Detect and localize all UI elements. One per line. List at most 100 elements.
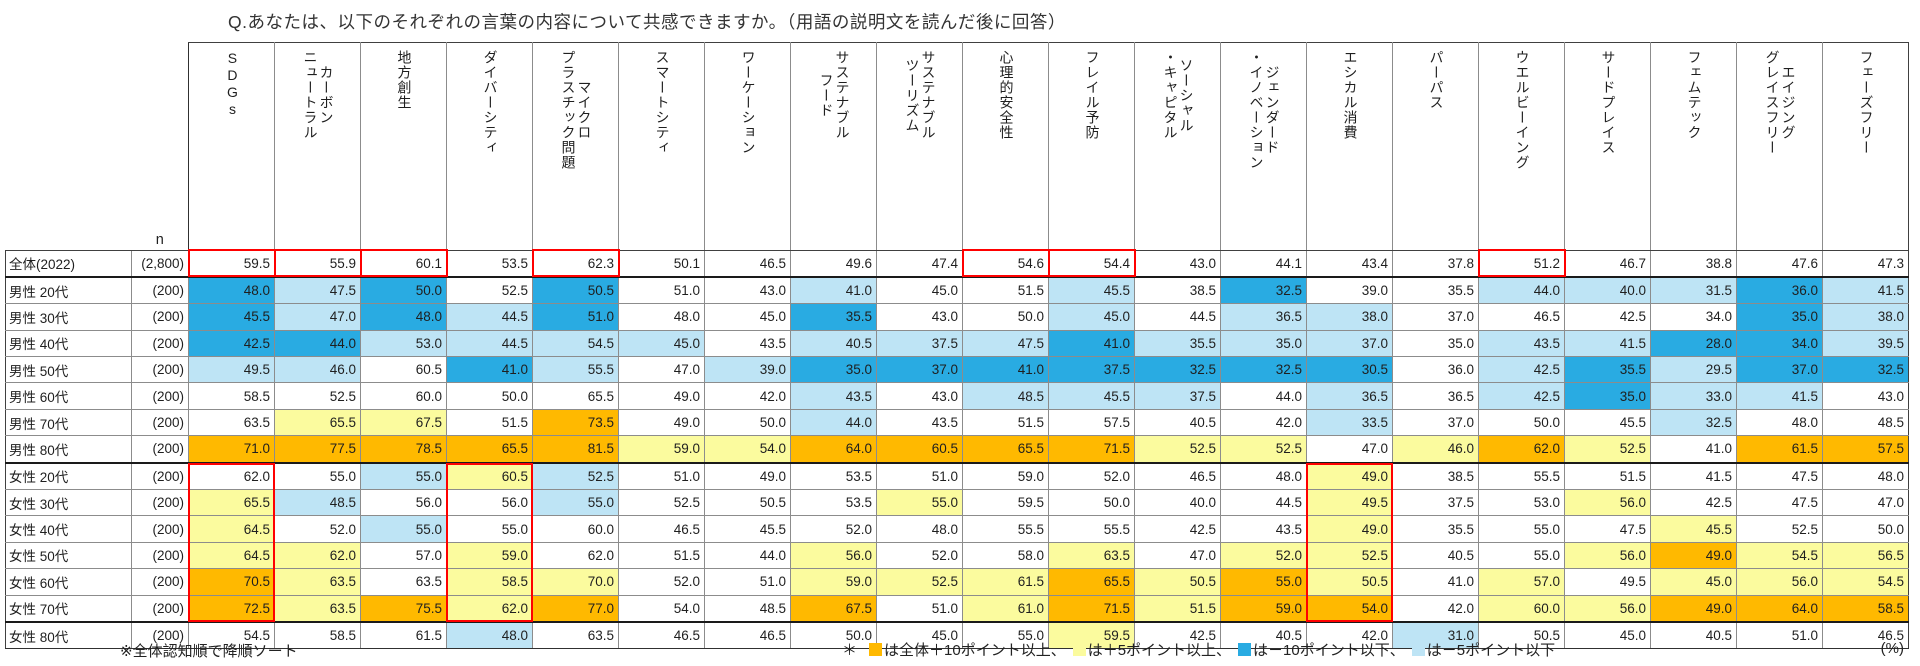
column-header-label: マイクロ プラスチック問題 — [560, 50, 593, 170]
value-cell: 56.0 — [1564, 489, 1651, 517]
value-cell: 61.0 — [962, 594, 1049, 623]
value-cell: 43.0 — [704, 276, 791, 305]
value-cell: 51.0 — [704, 568, 791, 596]
value-cell: 60.5 — [360, 356, 447, 384]
value-cell: 59.5 — [1048, 621, 1135, 650]
value-cell: 55.0 — [360, 462, 447, 491]
value-cell: 38.8 — [1650, 249, 1737, 278]
value-cell: 48.0 — [1822, 462, 1909, 491]
value-cell: 34.0 — [1736, 329, 1823, 358]
value-cell: 60.5 — [446, 462, 533, 491]
value-cell: 42.5 — [1134, 515, 1221, 543]
value-cell: 38.0 — [1822, 303, 1909, 331]
value-cell: 54.5 — [1736, 541, 1823, 570]
value-cell: 46.5 — [704, 249, 791, 278]
value-cell: 42.5 — [1650, 489, 1737, 517]
red-highlight-box — [188, 541, 275, 570]
table-row: 男性 50代 (200) 49.5 46.0 60.5 41.0 55.5 47.0 39.0 3… — [5, 356, 1909, 384]
value-cell: 65.5 — [188, 489, 275, 517]
value-cell: 51.0 — [618, 276, 705, 305]
column-header-label: ワーケーション — [740, 50, 757, 155]
value-cell: 71.0 — [188, 435, 275, 464]
column-header-label: ソーシャル ・キャピタル — [1162, 50, 1195, 140]
value-cell: 47.5 — [1736, 462, 1823, 491]
red-highlight-box — [188, 515, 275, 543]
value-cell: 41.5 — [1736, 382, 1823, 410]
column-header-label: フェーズフリー — [1858, 50, 1875, 155]
value-cell: 40.5 — [1650, 621, 1737, 650]
table-row: 女性 20代 (200) 62.0 55.0 55.0 60.5 52.5 51.0 49.0 5… — [5, 462, 1909, 491]
column-header: ソーシャル ・キャピタル — [1134, 42, 1221, 251]
value-cell: 56.0 — [360, 489, 447, 517]
value-cell: 35.0 — [1392, 329, 1479, 358]
value-cell: 52.5 — [1306, 541, 1393, 570]
row-label: 女性 80代 — [5, 621, 132, 650]
value-cell: 37.5 — [1048, 356, 1135, 384]
value-cell: 62.0 — [1478, 435, 1565, 464]
value-cell: 44.0 — [704, 541, 791, 570]
value-cell: 41.5 — [1822, 276, 1909, 305]
value-cell: 59.0 — [962, 462, 1049, 491]
row-sample-size: (200) — [131, 594, 189, 623]
value-cell: 35.0 — [1564, 382, 1651, 410]
row-label: 男性 50代 — [5, 356, 132, 384]
value-cell: 56.5 — [1822, 541, 1909, 570]
value-cell: 40.5 — [1220, 621, 1307, 650]
value-cell: 35.5 — [790, 303, 877, 331]
red-highlight-box — [188, 568, 275, 596]
value-cell: 42.5 — [1564, 303, 1651, 331]
table-row: 女性 40代 (200) 64.5 52.0 55.0 55.0 60.0 46.5 45.5 5… — [5, 515, 1909, 543]
row-label: 女性 50代 — [5, 541, 132, 570]
value-cell: 58.5 — [1822, 594, 1909, 623]
red-highlight-box — [446, 568, 533, 596]
value-cell: 70.5 — [188, 568, 275, 596]
red-highlight-box — [1047, 249, 1136, 278]
value-cell: 49.0 — [1306, 515, 1393, 543]
column-header: 心理的安全性 — [962, 42, 1049, 251]
value-cell: 51.5 — [962, 276, 1049, 305]
red-highlight-box — [1306, 568, 1393, 596]
value-cell: 77.0 — [532, 594, 619, 623]
value-cell: 52.0 — [790, 515, 877, 543]
red-highlight-box — [1306, 489, 1393, 517]
value-cell: 37.0 — [1392, 303, 1479, 331]
value-cell: 59.5 — [187, 249, 276, 278]
value-cell: 61.5 — [1736, 435, 1823, 464]
value-cell: 44.5 — [1134, 303, 1221, 331]
value-cell: 30.5 — [1306, 356, 1393, 384]
table-row: 女性 70代 (200) 72.5 63.5 75.5 62.0 77.0 54.0 48.5 6… — [5, 594, 1909, 623]
sort-note: ※全体認知順で降順ソート — [120, 643, 298, 660]
value-cell: 40.0 — [1564, 276, 1651, 305]
value-cell: 75.5 — [360, 594, 447, 623]
value-cell: 47.0 — [1134, 541, 1221, 570]
red-highlight-box — [531, 249, 620, 278]
value-cell: 65.5 — [532, 382, 619, 410]
value-cell: 58.5 — [446, 568, 533, 596]
value-cell: 44.0 — [274, 329, 361, 358]
value-cell: 37.5 — [1134, 382, 1221, 410]
value-cell: 42.5 — [1478, 356, 1565, 384]
value-cell: 46.5 — [1478, 303, 1565, 331]
value-cell: 33.5 — [1306, 408, 1393, 437]
value-cell: 45.0 — [1048, 303, 1135, 331]
value-cell: 57.0 — [360, 541, 447, 570]
value-cell: 44.1 — [1220, 249, 1307, 278]
value-cell: 56.0 — [1736, 568, 1823, 596]
red-highlight-box — [188, 462, 275, 491]
value-cell: 35.5 — [1134, 329, 1221, 358]
value-cell: 52.5 — [274, 382, 361, 410]
red-highlight-box — [187, 249, 276, 278]
row-sample-size: (200) — [131, 568, 189, 596]
value-cell: 65.5 — [274, 408, 361, 437]
value-cell: 49.0 — [618, 382, 705, 410]
value-cell: 54.6 — [961, 249, 1050, 278]
value-cell: 35.5 — [1564, 356, 1651, 384]
value-cell: 61.5 — [962, 568, 1049, 596]
value-cell: 28.0 — [1650, 329, 1737, 358]
value-cell: 55.0 — [360, 515, 447, 543]
value-cell: 67.5 — [790, 594, 877, 623]
value-cell: 47.3 — [1822, 249, 1909, 278]
value-cell: 42.5 — [188, 329, 275, 358]
value-cell: 45.0 — [704, 303, 791, 331]
column-header-label: フェムテック — [1686, 50, 1703, 140]
